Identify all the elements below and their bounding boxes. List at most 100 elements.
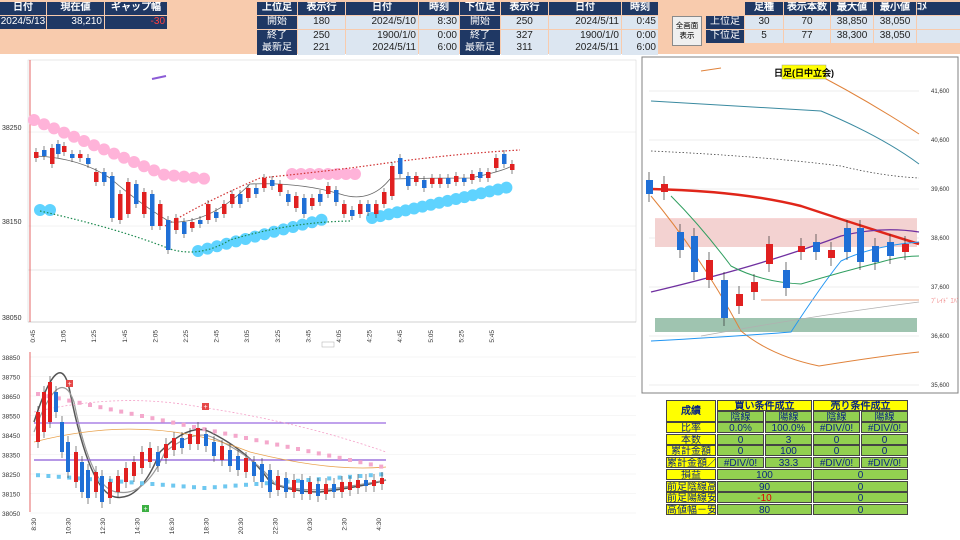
summary-upper-label: 上位足	[706, 16, 744, 29]
summary-lower-label: 下位足	[706, 30, 744, 43]
fullscreen-button-line2: 表示	[679, 31, 695, 40]
daily-candle	[721, 280, 728, 318]
lower-candle	[340, 482, 344, 492]
candle	[470, 174, 475, 180]
x-axis-labels: 0:45 1:05 1:25 1:45 2:05 2:25 2:45 3:05 3:25 3:45…	[30, 330, 496, 343]
summary-col-min: 最小値	[874, 2, 916, 15]
results-row-label: 前足陰線高値幅	[666, 480, 716, 492]
candle	[206, 204, 211, 220]
results-value: 0.0%	[717, 422, 764, 433]
candle	[150, 194, 155, 226]
header-date: 日付	[0, 2, 46, 15]
cyan-dot	[315, 213, 328, 226]
candle	[230, 194, 235, 204]
results-value: 0	[813, 445, 860, 457]
signal-plus-icon	[142, 505, 149, 512]
summary-lower-comment	[917, 30, 960, 43]
scroll-marker[interactable]	[321, 341, 335, 348]
square-marker	[223, 484, 228, 489]
lower-candle	[364, 480, 368, 486]
daily-chart: 日足(日中立会) 41,600 40,600 39,600 38,600 37,600 3…	[641, 56, 960, 394]
lower-candle	[220, 446, 224, 460]
square-marker	[56, 474, 61, 479]
lower-col-date: 日付	[549, 2, 621, 15]
lower-end-date[interactable]: 1900/1/0	[549, 30, 621, 43]
candle	[166, 220, 171, 250]
summary-upper-type[interactable]: 30	[745, 16, 783, 29]
cyan-dot	[306, 216, 318, 229]
signal-plus-icon	[202, 403, 209, 410]
lower-candle	[284, 478, 288, 492]
summary-upper-max: 38,850	[831, 16, 873, 29]
lower-y-label: 38150	[2, 492, 20, 499]
candle	[462, 178, 467, 182]
lower-start-date[interactable]: 2024/5/11	[549, 16, 621, 29]
main-candle-chart: 38250 38150 38050 0:45 1:05 1:25 1:45 2:05 2:…	[2, 59, 637, 348]
lower-start-display[interactable]: 250	[501, 16, 548, 29]
results-value: 3	[765, 433, 812, 445]
candle	[414, 176, 419, 182]
daily-candle	[736, 294, 743, 306]
daily-grey-line	[700, 301, 920, 337]
upper-dotted-line	[164, 149, 521, 227]
candle	[318, 194, 323, 202]
current-date: 2024/5/13	[0, 16, 46, 29]
cyan-dot	[211, 240, 223, 253]
candle	[134, 184, 139, 204]
results-row-label: 累計金額／本	[666, 456, 716, 468]
results-row-label: 本数	[666, 433, 716, 445]
pink-dot	[128, 156, 140, 168]
lower-x-labels: 8:30 10:30 12:30 14:30 16:30 18:30 20:30 22:30 0…	[31, 518, 383, 535]
square-marker	[192, 425, 196, 429]
upper-start-date[interactable]: 2024/5/10	[346, 16, 418, 29]
upper-start-display[interactable]: 180	[298, 16, 345, 29]
lower-candle	[80, 462, 84, 492]
lower-candle	[356, 480, 360, 488]
lower-candle	[42, 392, 46, 432]
lower-end-display[interactable]: 327	[501, 30, 548, 43]
square-marker	[67, 398, 72, 403]
summary-lower-type[interactable]: 5	[745, 30, 783, 43]
daily-green-line	[670, 195, 920, 285]
summary-col-count: 表示本数	[784, 2, 830, 15]
upper-col-time: 時刻	[419, 2, 459, 15]
lower-end-time[interactable]: 0:00	[622, 30, 658, 43]
square-marker	[119, 479, 124, 484]
lower-candle	[292, 480, 296, 492]
results-value: 100.0%	[765, 422, 812, 433]
square-marker	[160, 482, 165, 487]
results-row-label: 高値幅－安値幅	[666, 503, 716, 515]
lower-candle	[244, 458, 248, 472]
pink-dot	[188, 171, 200, 184]
lower-x-label: 16:30	[169, 518, 176, 535]
square-marker	[264, 481, 269, 486]
lower-candle	[172, 438, 176, 450]
candle	[102, 172, 107, 182]
upper-end-time[interactable]: 0:00	[419, 30, 459, 43]
candle	[302, 198, 307, 214]
upper-end-date[interactable]: 1900/1/0	[346, 30, 418, 43]
upper-start-time[interactable]: 8:30	[419, 16, 459, 29]
daily-y-label: 36,600	[931, 334, 950, 340]
lower-candle	[276, 476, 280, 490]
results-value: #DIV/0!	[861, 422, 908, 433]
results-sell-value: 0	[813, 503, 908, 515]
square-marker	[337, 475, 342, 480]
upper-row-label: 終了	[257, 30, 297, 43]
candle	[158, 204, 163, 226]
results-value: #DIV/0!	[813, 422, 860, 433]
candle	[406, 176, 411, 186]
daily-candle	[691, 236, 698, 272]
candle	[374, 204, 379, 214]
square-marker	[192, 485, 196, 490]
daily-candle	[646, 180, 653, 194]
lower-candle	[308, 482, 312, 494]
upper-end-display[interactable]: 250	[298, 30, 345, 43]
candle	[294, 196, 299, 208]
lower-start-time[interactable]: 0:45	[622, 16, 658, 29]
results-row-label: 累計金額	[666, 445, 716, 457]
lower-candle	[86, 470, 90, 498]
fullscreen-button[interactable]: 全画面 表示	[672, 16, 702, 46]
lower-x-label: 2:30	[342, 518, 349, 531]
square-marker	[368, 462, 373, 467]
